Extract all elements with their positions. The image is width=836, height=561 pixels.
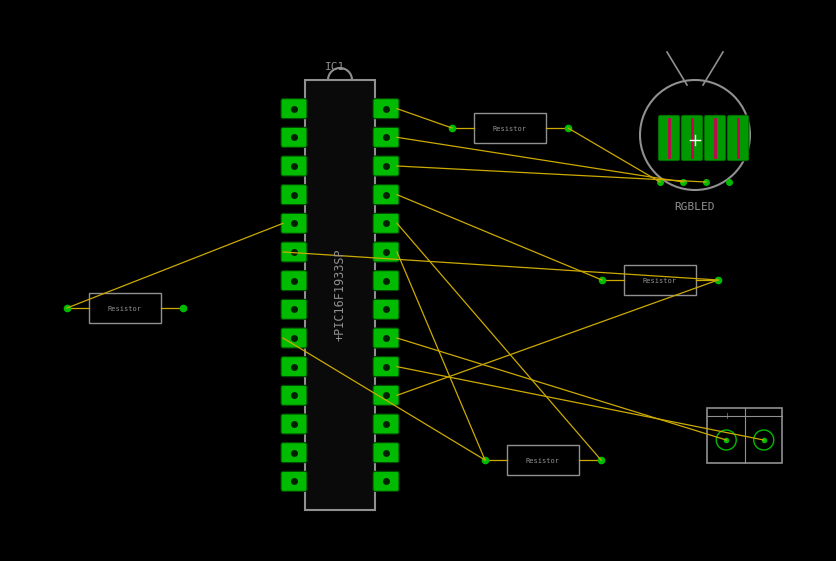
Text: Resistor: Resistor: [108, 306, 142, 312]
FancyBboxPatch shape: [373, 328, 399, 348]
Text: Resistor: Resistor: [525, 458, 559, 464]
FancyBboxPatch shape: [373, 99, 399, 119]
FancyBboxPatch shape: [726, 115, 748, 161]
FancyBboxPatch shape: [373, 385, 399, 406]
FancyBboxPatch shape: [657, 115, 679, 161]
Text: IC1: IC1: [324, 62, 344, 72]
FancyBboxPatch shape: [373, 127, 399, 148]
FancyBboxPatch shape: [373, 270, 399, 291]
FancyBboxPatch shape: [281, 270, 307, 291]
Bar: [706, 407, 782, 462]
Text: +: +: [722, 412, 729, 421]
FancyBboxPatch shape: [281, 156, 307, 176]
FancyBboxPatch shape: [373, 471, 399, 491]
FancyBboxPatch shape: [281, 385, 307, 406]
Text: RGBLED: RGBLED: [674, 202, 715, 212]
FancyBboxPatch shape: [281, 357, 307, 376]
FancyBboxPatch shape: [703, 115, 725, 161]
FancyBboxPatch shape: [373, 300, 399, 319]
Circle shape: [716, 430, 736, 450]
FancyBboxPatch shape: [373, 443, 399, 463]
Bar: [473, 113, 545, 143]
FancyBboxPatch shape: [373, 357, 399, 376]
Circle shape: [640, 80, 749, 190]
FancyBboxPatch shape: [281, 300, 307, 319]
FancyBboxPatch shape: [281, 443, 307, 463]
Bar: [624, 265, 696, 295]
FancyBboxPatch shape: [373, 185, 399, 205]
FancyBboxPatch shape: [373, 414, 399, 434]
Bar: [507, 445, 579, 475]
FancyBboxPatch shape: [281, 242, 307, 262]
FancyBboxPatch shape: [281, 127, 307, 148]
Bar: [304, 80, 375, 510]
FancyBboxPatch shape: [373, 213, 399, 233]
Bar: [89, 293, 161, 323]
FancyBboxPatch shape: [281, 213, 307, 233]
Circle shape: [753, 430, 772, 450]
FancyBboxPatch shape: [281, 471, 307, 491]
FancyBboxPatch shape: [281, 99, 307, 119]
FancyBboxPatch shape: [281, 185, 307, 205]
FancyBboxPatch shape: [281, 414, 307, 434]
Text: Resistor: Resistor: [492, 126, 527, 132]
FancyBboxPatch shape: [681, 115, 702, 161]
Text: +PIC16F1933SP: +PIC16F1933SP: [333, 249, 346, 341]
FancyBboxPatch shape: [373, 156, 399, 176]
Text: Resistor: Resistor: [642, 278, 676, 284]
FancyBboxPatch shape: [281, 328, 307, 348]
FancyBboxPatch shape: [373, 242, 399, 262]
